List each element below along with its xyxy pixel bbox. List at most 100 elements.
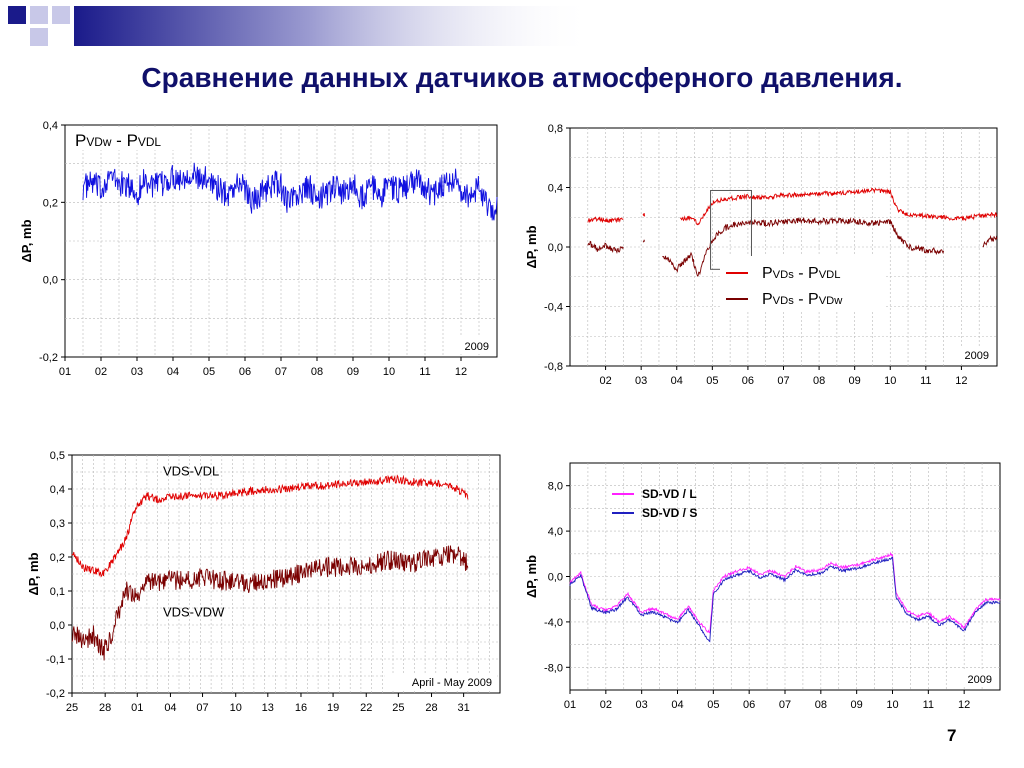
x-tick-label: 06 — [743, 699, 755, 711]
y-tick-label: 0,8 — [548, 123, 563, 135]
series-line-2 — [642, 239, 646, 243]
annotation-label: 2009 — [965, 350, 989, 362]
x-tick-label: 04 — [671, 375, 683, 387]
corner-decoration — [8, 6, 70, 46]
y-tick-label: 0,3 — [50, 518, 65, 530]
y-tick-label: 0,4 — [548, 183, 563, 195]
y-axis-label: ΔP, mb — [26, 552, 41, 595]
legend-label: SD-VD / L — [642, 487, 697, 501]
x-tick-label: 03 — [636, 699, 648, 711]
slide-title: Сравнение данных датчиков атмосферного д… — [141, 62, 903, 93]
x-tick-label: 28 — [99, 702, 111, 714]
x-tick-label: 12 — [955, 375, 967, 387]
y-tick-label: -0,2 — [46, 688, 65, 700]
y-tick-label: 0,0 — [50, 620, 65, 632]
annotation-box — [961, 670, 997, 687]
y-tick-label: 0,5 — [50, 450, 65, 462]
x-tick-label: 25 — [392, 702, 404, 714]
x-tick-label: 10 — [230, 702, 242, 714]
y-tick-label: 0,0 — [548, 572, 563, 584]
y-axis-label: ΔP, mb — [524, 555, 539, 598]
y-tick-label: -0,8 — [544, 361, 563, 373]
x-tick-label: 10 — [383, 366, 395, 378]
x-tick-label: 04 — [671, 699, 683, 711]
x-tick-label: 12 — [958, 699, 970, 711]
y-tick-label: -4,0 — [544, 617, 563, 629]
x-tick-label: 07 — [275, 366, 287, 378]
x-tick-label: 11 — [920, 375, 931, 387]
y-tick-label: 0,2 — [43, 197, 58, 209]
series-label: PVDw - PVDL — [75, 131, 161, 150]
x-tick-label: 09 — [851, 699, 863, 711]
x-tick-label: 02 — [600, 699, 612, 711]
x-tick-label: 05 — [203, 366, 215, 378]
y-axis-label: ΔP, mb — [19, 219, 34, 262]
x-tick-label: 02 — [599, 375, 611, 387]
y-tick-label: 0,4 — [50, 484, 65, 496]
x-tick-label: 03 — [635, 375, 647, 387]
page-number: 7 — [947, 726, 957, 745]
x-tick-label: 08 — [815, 699, 827, 711]
x-tick-label: 16 — [295, 702, 307, 714]
chart-sd-vd: 8,0 4,0 0,0 -4,0 -8,0 01 02 03 04 05 06 07 08 09 10 11 1… — [524, 462, 1001, 711]
y-tick-label: -0,4 — [544, 302, 563, 314]
legend-label: PVDs - PVDw — [762, 291, 843, 308]
series-line-2 — [71, 545, 469, 661]
annotation-label: 2009 — [968, 674, 992, 686]
header-bar — [74, 6, 594, 46]
annotation-box — [384, 673, 497, 690]
x-tick-label: 07 — [777, 375, 789, 387]
series-line-2 — [569, 556, 1001, 643]
x-tick-label: 25 — [66, 702, 78, 714]
x-tick-label: 11 — [923, 699, 934, 711]
x-tick-label: 05 — [707, 699, 719, 711]
x-tick-label: 05 — [706, 375, 718, 387]
legend-box — [720, 256, 885, 312]
series-line-2 — [662, 217, 945, 277]
y-tick-label: 0,4 — [43, 120, 58, 132]
legend-label: SD-VD / S — [642, 506, 697, 520]
chart-pvdw-pvdl: 0,4 0,2 0,0 -0,201 02 03 04 05 06 07 08 09 10 11 12 ΔP,… — [19, 120, 498, 378]
x-tick-label: 08 — [813, 375, 825, 387]
x-tick-label: 19 — [327, 702, 339, 714]
chart-vds-april-may: 0,50,40,30,20,10,0-0,1-0,225 28 01 04 07 10 13… — [26, 450, 501, 714]
series-line-1 — [569, 551, 1001, 634]
x-tick-label: 28 — [425, 702, 437, 714]
x-tick-label: 07 — [196, 702, 208, 714]
deco-square — [30, 6, 48, 24]
series-line-1 — [642, 212, 646, 217]
annotation-box — [458, 337, 494, 354]
deco-square — [30, 28, 48, 46]
x-tick-label: 09 — [849, 375, 861, 387]
x-tick-label: 07 — [779, 699, 791, 711]
x-tick-label: 13 — [262, 702, 274, 714]
x-tick-label: 01 — [131, 702, 143, 714]
series-line-1 — [82, 162, 498, 221]
x-tick-label: 10 — [886, 699, 898, 711]
annotation-label: 2009 — [465, 341, 489, 353]
y-tick-label: 0,0 — [43, 275, 58, 287]
x-tick-label: 08 — [311, 366, 323, 378]
y-tick-label: 0,2 — [50, 552, 65, 564]
chart-pvds-diffs: 0,8 0,4 0,0 -0,4 -0,8 02 03 04 05 06 07 08 09 10 11 12 Δ… — [524, 123, 998, 387]
series-label: VDS-VDW — [163, 605, 225, 620]
x-tick-label: 03 — [131, 366, 143, 378]
series-line-2 — [587, 240, 624, 254]
x-tick-label: 11 — [419, 366, 430, 378]
x-tick-label: 06 — [239, 366, 251, 378]
series-line-2 — [982, 234, 998, 248]
y-tick-label: -0,1 — [46, 654, 65, 666]
x-tick-label: 01 — [564, 699, 576, 711]
annotation-box — [958, 346, 994, 363]
deco-square — [8, 6, 26, 24]
x-tick-label: 02 — [95, 366, 107, 378]
x-tick-label: 01 — [59, 366, 71, 378]
y-tick-label: -0,2 — [39, 352, 58, 364]
x-tick-label: 09 — [347, 366, 359, 378]
y-tick-label: 0,1 — [50, 586, 65, 598]
y-tick-label: 0,0 — [548, 242, 563, 254]
series-label: VDS-VDL — [163, 463, 219, 478]
series-line-1 — [587, 216, 624, 224]
x-tick-label: 31 — [457, 702, 469, 714]
x-tick-label: 04 — [167, 366, 179, 378]
